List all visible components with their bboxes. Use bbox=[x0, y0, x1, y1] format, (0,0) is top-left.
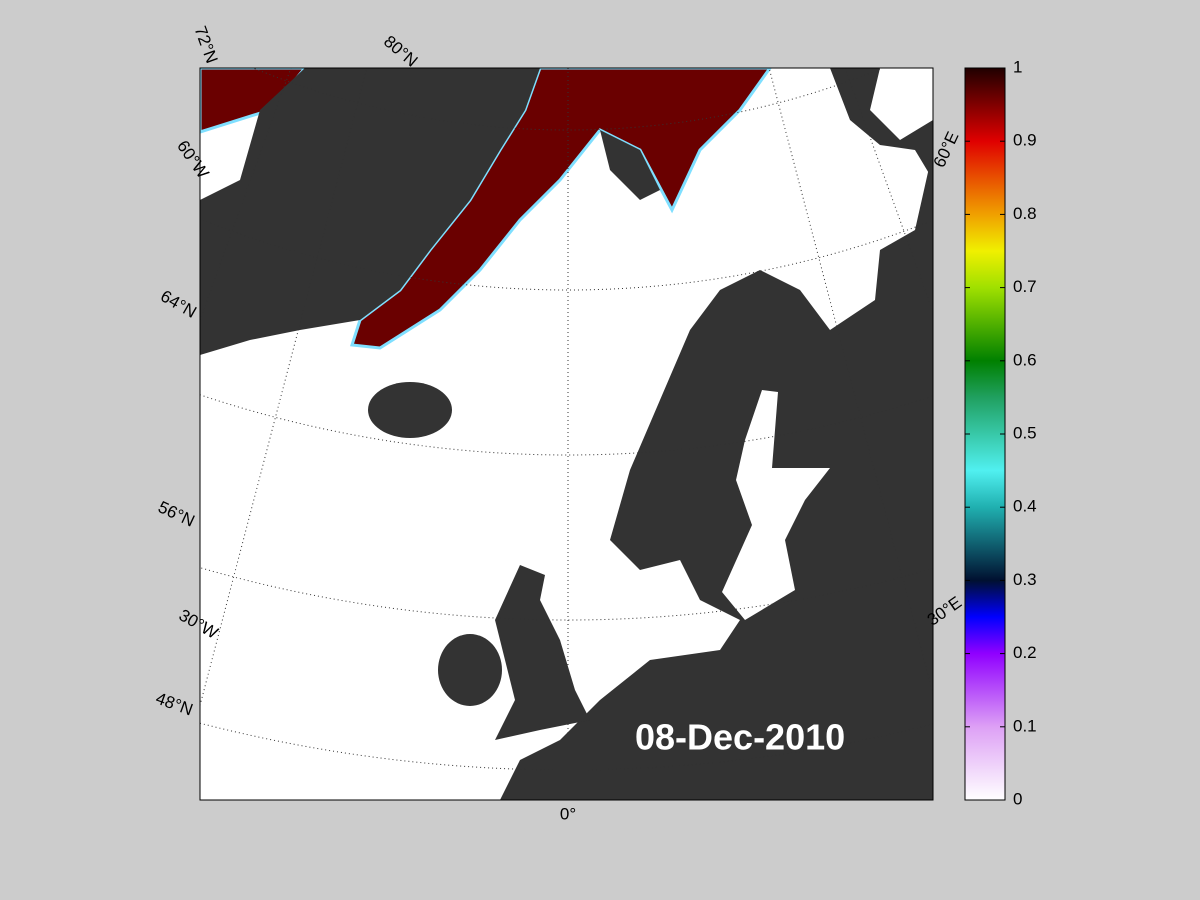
land bbox=[500, 150, 933, 800]
sea-ice bbox=[350, 68, 772, 350]
colorbar-ticks: 0 0.1 0.2 0.3 0.4 0.5 0.6 0.7 0.8 0.9 1 bbox=[965, 57, 1037, 808]
colorbar-tick-label: 0.6 bbox=[1013, 350, 1037, 369]
colorbar bbox=[964, 67, 1006, 801]
gulf bbox=[722, 390, 830, 620]
grid-label: 60°E bbox=[930, 129, 963, 171]
colorbar-tick-label: 1 bbox=[1013, 57, 1022, 76]
grid-label: 72°N bbox=[191, 24, 222, 66]
grid-label: 80°N bbox=[380, 32, 421, 71]
ireland bbox=[438, 634, 502, 706]
grid-label: 48°N bbox=[153, 689, 195, 720]
grid-label: 64°N bbox=[157, 286, 199, 321]
iceland bbox=[368, 382, 452, 438]
colorbar-tick-label: 0.9 bbox=[1013, 131, 1037, 150]
colorbar-tick-label: 0.1 bbox=[1013, 716, 1037, 735]
land bbox=[830, 68, 933, 180]
colorbar-tick-label: 0.7 bbox=[1013, 277, 1037, 296]
map-frame bbox=[199, 67, 934, 801]
grid-label: 56°N bbox=[155, 497, 197, 530]
map: 08-Dec-2010 bbox=[200, 68, 933, 800]
colorbar-tick-label: 0.8 bbox=[1013, 204, 1037, 223]
land bbox=[600, 130, 660, 200]
land bbox=[200, 68, 540, 355]
parallel bbox=[200, 722, 933, 771]
colorbar-tick-label: 0.2 bbox=[1013, 643, 1037, 662]
colorbar-tick-label: 0.3 bbox=[1013, 570, 1037, 589]
grid-label: 0° bbox=[560, 804, 576, 823]
colorbar-tick-label: 0.5 bbox=[1013, 423, 1037, 442]
date-label: 08-Dec-2010 bbox=[635, 717, 845, 758]
colorbar-tick-label: 0 bbox=[1013, 789, 1022, 808]
colorbar-tick-label: 0.4 bbox=[1013, 497, 1037, 516]
britain bbox=[495, 565, 590, 740]
